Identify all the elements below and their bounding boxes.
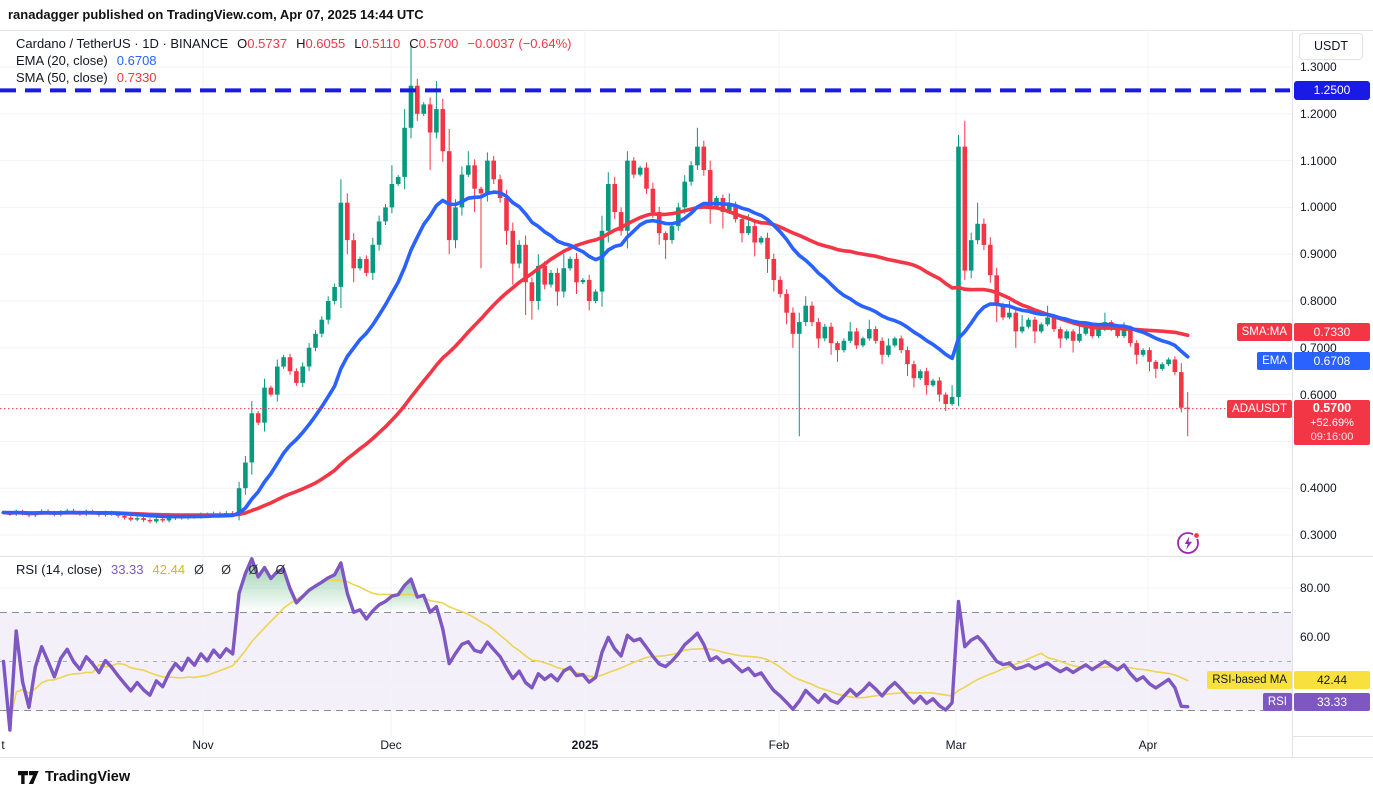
- ohlc-close: C0.5700: [409, 36, 459, 51]
- last-price: 0.5700: [1312, 400, 1352, 415]
- rsi-tick-label: 80.00: [1300, 581, 1331, 595]
- published-line: ranadagger published on TradingView.com,…: [8, 7, 424, 22]
- rsi-empty-params: Ø Ø Ø Ø: [194, 562, 293, 577]
- time-axis-label: Dec: [380, 738, 402, 752]
- price-tick-label: 1.3000: [1300, 60, 1337, 74]
- rsi-line: [1, 557, 1190, 732]
- currency-toggle-button[interactable]: USDT: [1299, 33, 1363, 60]
- time-axis-label: t: [1, 738, 5, 752]
- level-price-label: 1.2500: [1294, 80, 1370, 100]
- tradingview-logo-mark: [18, 770, 39, 784]
- rsi-pane[interactable]: [0, 556, 1292, 736]
- change-value: −0.0037 (−0.64%): [467, 36, 572, 51]
- time-axis[interactable]: t Nov Dec 2025 Feb Mar Apr: [0, 736, 1292, 757]
- candles-group: [1, 45, 1190, 524]
- pane-separator[interactable]: [0, 556, 1373, 557]
- symbol-title: Cardano / TetherUS · 1D · BINANCE: [16, 36, 229, 51]
- tradingview-logo[interactable]: TradingView: [18, 769, 130, 785]
- price-tick-label: 0.9000: [1300, 247, 1337, 262]
- ema-line: [1, 190, 1190, 519]
- sma-legend-row[interactable]: SMA (50, close) 0.7330: [16, 70, 571, 85]
- price-axis-border: [1292, 30, 1293, 757]
- price-tick-label: 1.2000: [1300, 106, 1337, 121]
- rsi-tick-label: 60.00: [1300, 630, 1331, 644]
- symbol-axis-tag: ADAUSDT: [1227, 399, 1292, 418]
- ohlc-low: L0.5110: [354, 36, 401, 51]
- rsi-title: RSI (14, close): [16, 562, 102, 577]
- sma-axis-tag: SMA:MA: [1236, 323, 1292, 342]
- symbol-legend-row[interactable]: Cardano / TetherUS · 1D · BINANCE O0.573…: [16, 36, 571, 51]
- time-axis-label: Apr: [1138, 738, 1158, 752]
- ema-label: EMA (20, close): [16, 53, 108, 68]
- price-tick-label: 0.7000: [1300, 340, 1337, 355]
- rsi-value: 33.33: [110, 562, 144, 577]
- ema-axis-tag: EMA: [1257, 352, 1292, 371]
- time-axis-label: Mar: [945, 738, 967, 752]
- time-axis-label: 2025: [571, 738, 599, 752]
- rsi-axis-value: 33.33: [1294, 693, 1370, 712]
- rsi-band: [0, 612, 1292, 711]
- main-legend: Cardano / TetherUS · 1D · BINANCE O0.573…: [16, 36, 571, 85]
- price-tick-label: 0.3000: [1300, 528, 1337, 542]
- price-tick-label: 1.0000: [1300, 200, 1337, 215]
- time-axis-label: Feb: [768, 738, 790, 752]
- time-axis-bottom-border: [0, 757, 1373, 758]
- ohlc-open: O0.5737: [237, 36, 288, 51]
- price-pane[interactable]: [0, 30, 1292, 556]
- tradingview-logo-text: TradingView: [45, 769, 131, 785]
- sma-value: 0.7330: [116, 70, 157, 85]
- rsi-ma-axis-tag: RSI-based MA: [1207, 671, 1292, 690]
- sma-axis-value: 0.7330: [1294, 323, 1370, 342]
- time-axis-label: Nov: [192, 738, 214, 752]
- rsi-axis-tag: RSI: [1262, 693, 1292, 712]
- ema-axis-value: 0.6708: [1294, 352, 1370, 371]
- price-tick-label: 0.4000: [1300, 481, 1337, 496]
- last-price-label: 0.5700 +52.69% 09:16:00: [1294, 399, 1370, 445]
- rsi-ma-value: 42.44: [152, 562, 186, 577]
- ema-legend-row[interactable]: EMA (20, close) 0.6708: [16, 53, 571, 68]
- price-tick-label: 1.1000: [1300, 153, 1337, 168]
- last-change-pct: +52.69%: [1310, 416, 1354, 429]
- ohlc-high: H0.6055: [296, 36, 346, 51]
- rsi-ma-axis-value: 42.44: [1294, 671, 1370, 690]
- ema-value: 0.6708: [116, 53, 157, 68]
- price-tick-label: 0.6000: [1300, 387, 1337, 402]
- lightning-badge-icon[interactable]: [1175, 529, 1202, 556]
- rsi-legend: RSI (14, close) 33.33 42.44 Ø Ø Ø Ø: [16, 562, 292, 577]
- bar-countdown: 09:16:00: [1310, 430, 1354, 443]
- rsi-legend-row[interactable]: RSI (14, close) 33.33 42.44 Ø Ø Ø Ø: [16, 562, 292, 577]
- price-tick-label: 0.8000: [1300, 294, 1337, 308]
- sma-label: SMA (50, close): [16, 70, 108, 85]
- sma-line: [1, 205, 1190, 517]
- chart-top-border: [0, 30, 1373, 31]
